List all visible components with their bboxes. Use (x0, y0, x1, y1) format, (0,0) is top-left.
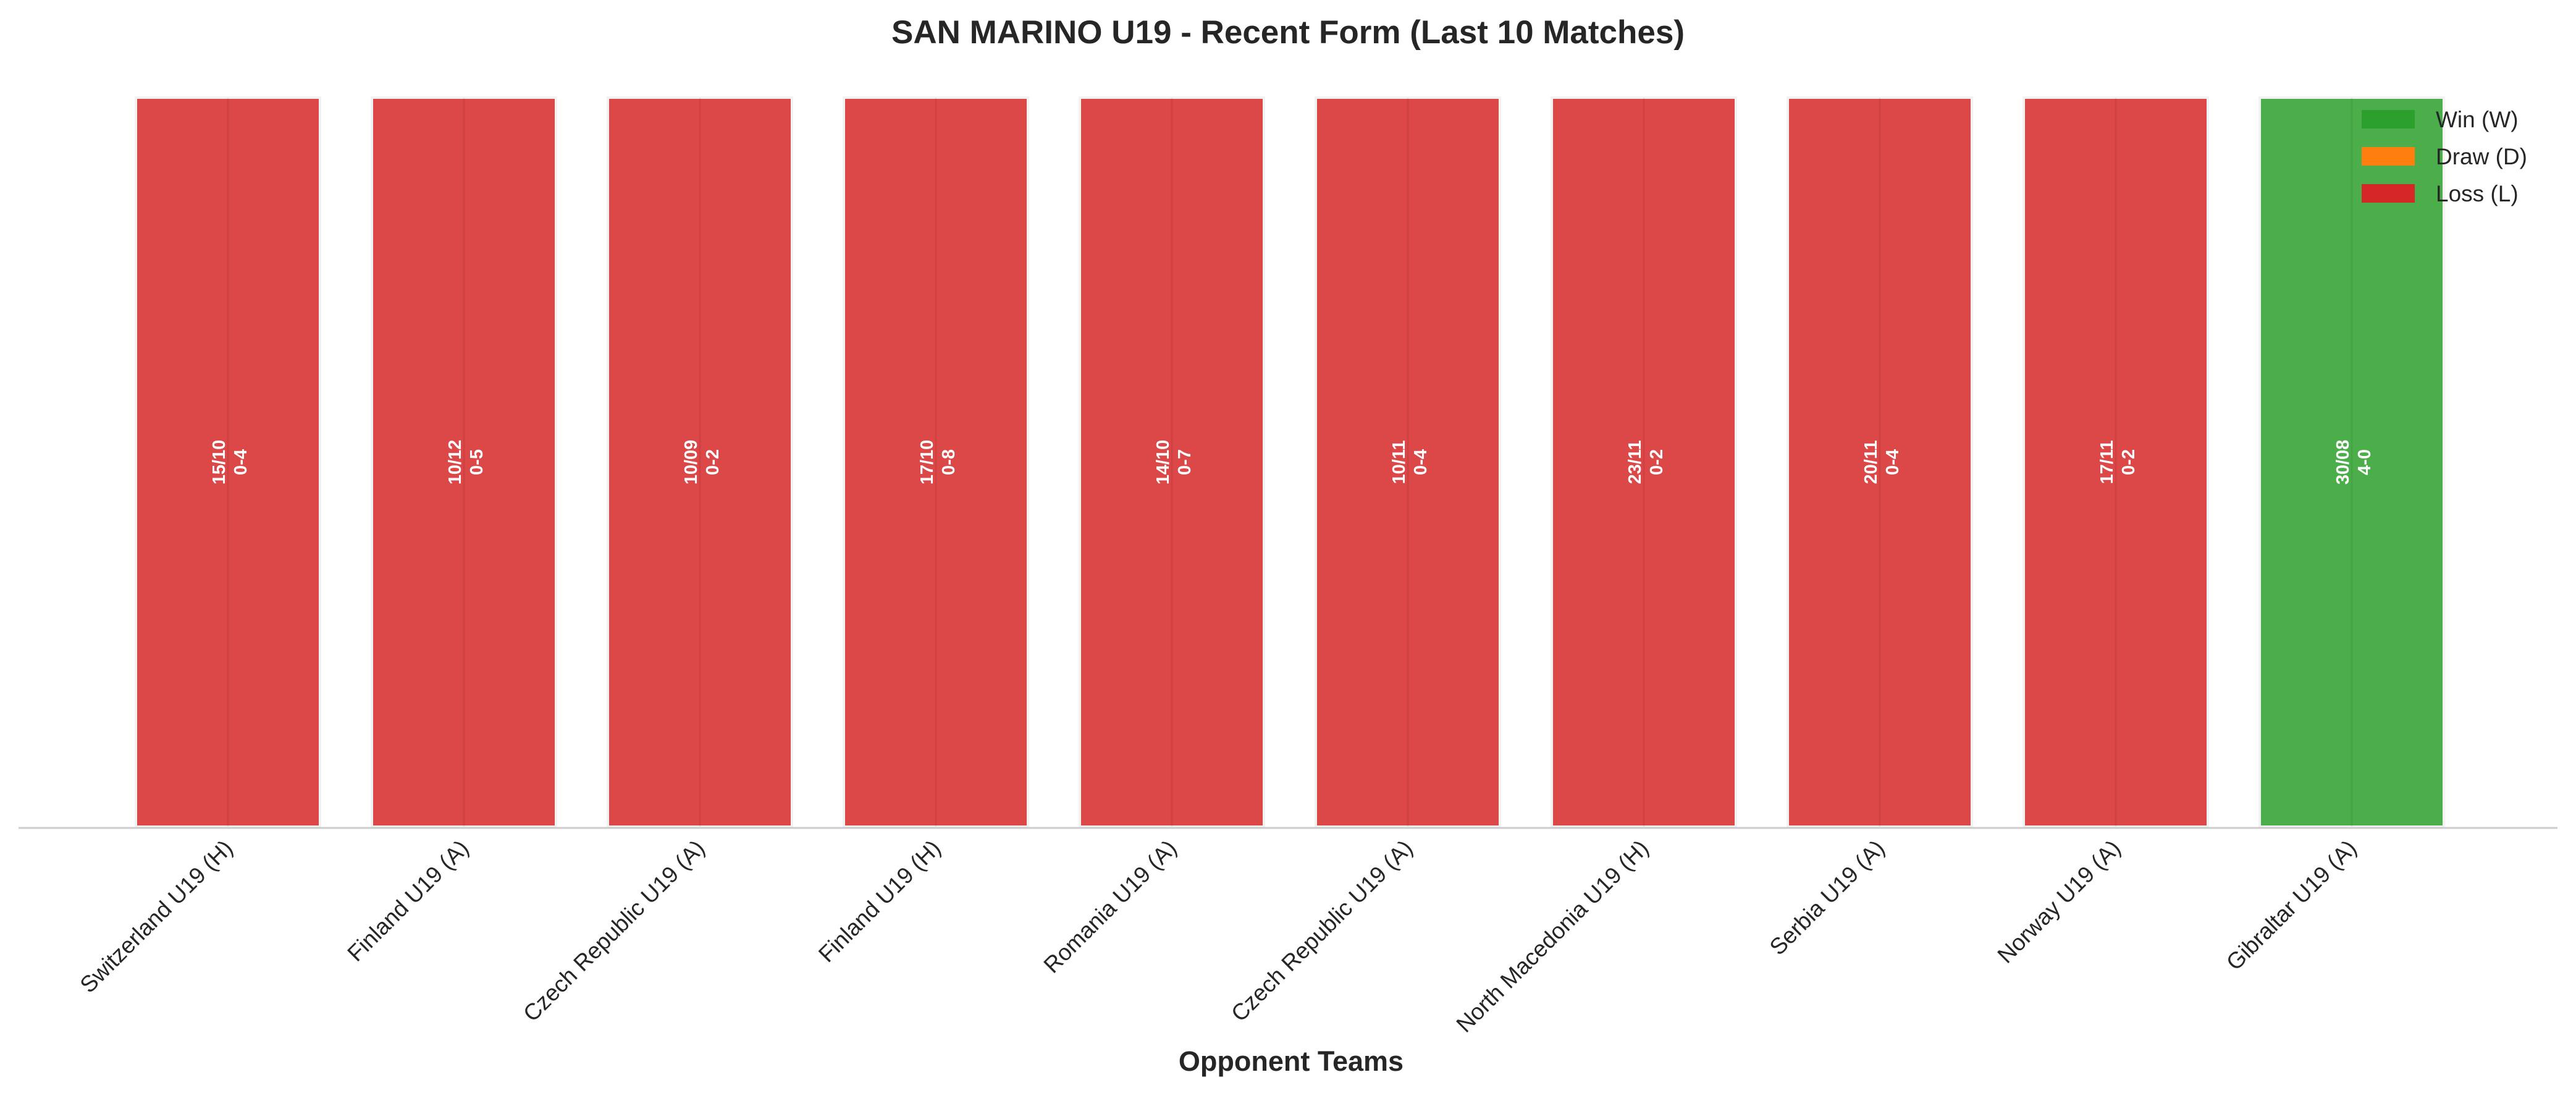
chart-title: SAN MARINO U19 - Recent Form (Last 10 Ma… (891, 14, 1685, 51)
bar-date-label: 10/09 (681, 440, 701, 485)
legend-swatch (2362, 147, 2415, 166)
bar-score-label: 0-5 (467, 449, 487, 475)
bar-1 (135, 96, 321, 828)
bar-label: 15/10 0-4 (209, 440, 251, 485)
bar-label: 10/09 0-2 (681, 440, 723, 485)
bar-6 (1315, 96, 1501, 828)
bar-label: 20/11 0-4 (1861, 441, 1903, 484)
x-axis-label: Opponent Teams (1179, 1045, 1404, 1077)
bars-layer: 15/10 0-4 10/12 0-5 10/09 0-2 17/10 0-8 14/10 0-7… (135, 96, 2445, 828)
x-tick-label: Norway U19 (A) (1993, 835, 2126, 968)
bar-date-label: 17/11 (2097, 441, 2117, 484)
bar-score-label: 0-8 (939, 449, 959, 475)
legend-label: Win (W) (2436, 107, 2519, 132)
legend-swatch (2362, 184, 2415, 203)
x-tick-label: Finland U19 (A) (342, 835, 473, 966)
bar-8 (1787, 96, 1973, 828)
x-tick-label: Finland U19 (H) (814, 835, 946, 968)
bar-date-label: 10/11 (1389, 441, 1409, 484)
bar-10 (2258, 96, 2445, 828)
x-tick-label: Serbia U19 (A) (1765, 835, 1890, 960)
x-tick-label: Gibraltar U19 (A) (2221, 835, 2362, 976)
legend-label: Loss (L) (2436, 181, 2519, 206)
bar-score-label: 0-4 (231, 449, 251, 475)
bar-3 (607, 96, 793, 828)
bar-label: 14/10 0-7 (1153, 440, 1195, 485)
bar-date-label: 20/11 (1861, 441, 1881, 484)
bar-date-label: 14/10 (1153, 440, 1173, 485)
bar-label: 17/11 0-2 (2097, 441, 2139, 484)
x-tick-label: North Macedonia U19 (H) (1452, 835, 1654, 1037)
bar-4 (843, 96, 1029, 828)
x-tick-label: Czech Republic U19 (A) (1226, 835, 1418, 1027)
bar-2 (371, 96, 557, 828)
bar-score-label: 0-4 (1883, 449, 1903, 475)
bar-score-label: 0-7 (1175, 449, 1195, 475)
bar-label: 10/11 0-4 (1389, 441, 1431, 484)
bar-label: 10/12 0-5 (445, 440, 487, 485)
bar-label: 17/10 0-8 (917, 440, 959, 485)
bar-label: 23/11 0-2 (1625, 441, 1667, 484)
bar-score-label: 0-2 (2119, 449, 2139, 475)
bar-date-label: 17/10 (917, 440, 937, 485)
bar-date-label: 10/12 (445, 440, 465, 485)
bar-score-label: 4-0 (2355, 449, 2375, 475)
bar-date-label: 23/11 (1625, 441, 1645, 484)
bar-score-label: 0-2 (1647, 449, 1667, 475)
bar-score-label: 0-2 (703, 449, 723, 475)
legend-swatch (2362, 110, 2415, 129)
bar-5 (1079, 96, 1265, 828)
bar-date-label: 30/08 (2333, 440, 2353, 485)
bar-score-label: 0-4 (1411, 449, 1431, 475)
bar-7 (1551, 96, 1737, 828)
legend: Win (W) Draw (D) Loss (L) (2362, 107, 2527, 206)
x-tick-label: Czech Republic U19 (A) (518, 835, 710, 1027)
x-tick-labels: Switzerland U19 (H) Finland U19 (A) Czech … (75, 835, 2362, 1037)
bar-label: 30/08 4-0 (2333, 440, 2375, 485)
legend-label: Draw (D) (2436, 144, 2527, 169)
bar-9 (2022, 96, 2209, 828)
bar-date-label: 15/10 (209, 440, 229, 485)
x-tick-label: Romania U19 (A) (1039, 835, 1182, 978)
x-tick-label: Switzerland U19 (H) (75, 835, 238, 998)
